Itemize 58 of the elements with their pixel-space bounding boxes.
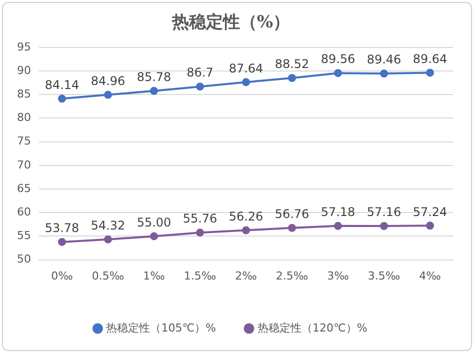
y-tick-label: 75 [16, 134, 31, 148]
x-tick-label: 2‰ [235, 269, 258, 282]
y-tick-label: 50 [16, 252, 31, 266]
point [288, 74, 296, 82]
x-tick-label: 2.5‰ [276, 269, 308, 282]
point [104, 90, 112, 99]
x-tick-label: 0‰ [51, 269, 74, 282]
point [58, 94, 66, 103]
data-label: 56.26 [228, 209, 264, 224]
x-tick-label: 1‰ [143, 269, 166, 282]
data-label: 84.14 [44, 78, 80, 92]
data-label: 89.46 [366, 52, 402, 67]
point [242, 78, 250, 86]
data-label: 86.7 [186, 66, 214, 80]
x-tick-label: 1.5‰ [184, 269, 216, 282]
data-label: 53.78 [44, 221, 80, 236]
point [426, 68, 434, 77]
y-tick-label: 95 [16, 40, 31, 54]
point [380, 222, 388, 230]
legend-label: 热稳定性（120℃）% [258, 321, 368, 334]
point [150, 232, 158, 240]
point [196, 228, 204, 237]
data-label: 84.96 [90, 74, 126, 88]
data-label: 55.76 [182, 212, 218, 226]
point [334, 222, 342, 230]
data-label: 56.76 [274, 207, 310, 222]
data-label: 57.16 [366, 205, 402, 220]
data-label: 55.00 [136, 215, 172, 230]
point [242, 226, 250, 234]
data-label: 57.24 [412, 204, 448, 219]
y-tick-label: 60 [16, 205, 31, 218]
data-label: 54.32 [90, 218, 126, 233]
data-label: 57.18 [320, 205, 356, 220]
legend-label: 热稳定性（105℃）% [106, 321, 216, 334]
y-tick-label: 70 [16, 158, 31, 172]
x-tick-label: 0.5‰ [92, 269, 124, 282]
point [288, 224, 296, 232]
point [426, 222, 434, 230]
point [334, 69, 342, 78]
data-label: 88.52 [274, 57, 310, 72]
y-tick-label: 55 [16, 229, 31, 242]
point [150, 86, 158, 95]
x-tick-label: 4‰ [419, 269, 442, 282]
data-label: 89.64 [412, 52, 448, 66]
point [380, 70, 388, 78]
data-label: 85.78 [136, 70, 172, 84]
data-label: 87.64 [228, 61, 264, 76]
chart-title: 热稳定性（%） [170, 12, 290, 33]
point [58, 238, 66, 246]
y-tick-label: 80 [16, 111, 31, 124]
x-tick-label: 3.5‰ [368, 269, 400, 282]
point [196, 82, 204, 91]
point [104, 235, 112, 244]
y-tick-label: 85 [16, 87, 31, 100]
y-tick-label: 90 [16, 64, 31, 77]
x-tick-label: 3‰ [327, 269, 350, 282]
data-label: 89.56 [320, 52, 356, 66]
y-tick-label: 65 [16, 182, 31, 195]
